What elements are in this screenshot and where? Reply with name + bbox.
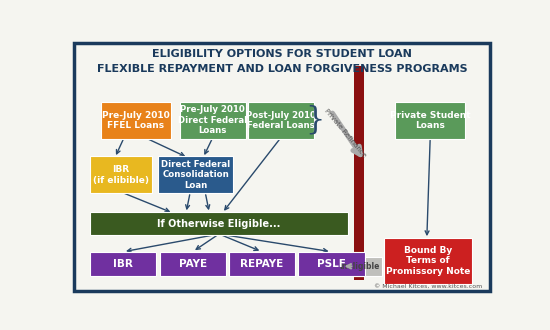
- FancyBboxPatch shape: [384, 238, 471, 283]
- Text: Post-July 2010
Federal Loans: Post-July 2010 Federal Loans: [246, 111, 316, 130]
- Text: Pre-July 2010
Direct Federal
Loans: Pre-July 2010 Direct Federal Loans: [178, 105, 247, 135]
- Text: PAYE: PAYE: [179, 259, 207, 269]
- Text: IBR: IBR: [113, 259, 133, 269]
- Text: IBR
(if elibible): IBR (if elibible): [93, 165, 149, 184]
- FancyBboxPatch shape: [299, 252, 365, 276]
- FancyBboxPatch shape: [179, 102, 246, 139]
- Bar: [354, 66, 364, 280]
- Text: REPAYE: REPAYE: [240, 259, 284, 269]
- FancyBboxPatch shape: [337, 257, 382, 276]
- Text: ELIGIBILITY OPTIONS FOR STUDENT LOAN: ELIGIBILITY OPTIONS FOR STUDENT LOAN: [152, 49, 412, 59]
- Text: }: }: [305, 105, 325, 136]
- FancyBboxPatch shape: [229, 252, 295, 276]
- FancyBboxPatch shape: [160, 252, 226, 276]
- Text: If Otherwise Eligible...: If Otherwise Eligible...: [157, 218, 280, 229]
- Text: Bound By
Terms of
Promissory Note: Bound By Terms of Promissory Note: [386, 246, 470, 276]
- Text: FLEXIBLE REPAYMENT AND LOAN FORGIVENESS PROGRAMS: FLEXIBLE REPAYMENT AND LOAN FORGIVENESS …: [97, 64, 467, 74]
- Text: PSLF: PSLF: [317, 259, 346, 269]
- FancyBboxPatch shape: [248, 102, 314, 139]
- Text: Private Student
Loans: Private Student Loans: [390, 111, 470, 130]
- Text: © Michael Kitces, www.kitces.com: © Michael Kitces, www.kitces.com: [374, 284, 482, 289]
- FancyBboxPatch shape: [90, 252, 156, 276]
- FancyBboxPatch shape: [101, 102, 171, 139]
- FancyBboxPatch shape: [395, 102, 465, 139]
- Text: Private Refinance: Private Refinance: [323, 108, 367, 158]
- Text: Pre-July 2010
FFEL Loans: Pre-July 2010 FFEL Loans: [102, 111, 170, 130]
- FancyBboxPatch shape: [90, 212, 348, 235]
- FancyBboxPatch shape: [158, 156, 233, 193]
- FancyBboxPatch shape: [90, 156, 152, 193]
- Text: Ineligible: Ineligible: [339, 262, 380, 271]
- Text: Direct Federal
Consolidation
Loan: Direct Federal Consolidation Loan: [161, 160, 230, 190]
